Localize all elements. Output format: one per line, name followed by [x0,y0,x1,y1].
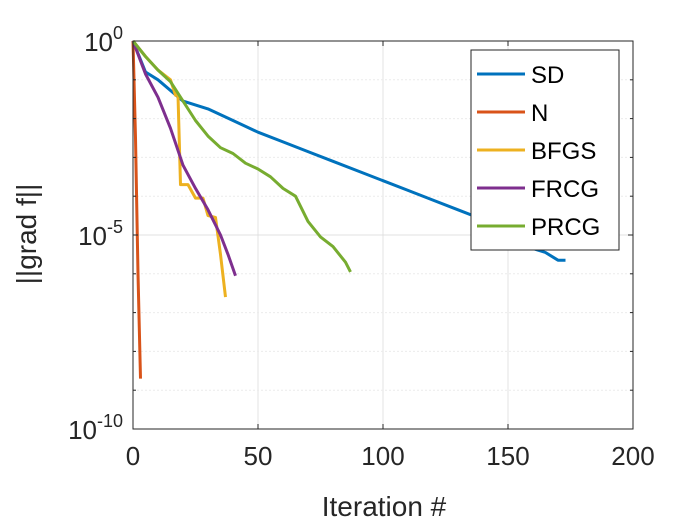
x-tick-label: 50 [244,441,273,471]
series-line-prcg [131,40,352,273]
x-tick-label: 0 [126,441,140,471]
y-tick-label: 10-5 [78,217,123,251]
x-tick-label: 200 [611,441,654,471]
legend-label-n: N [531,100,548,127]
y-tick-label: 100 [84,23,123,57]
y-tick-label: 10-10 [68,411,123,445]
tick-labels: 0 50 100 150 200 100 10-5 10-10 [68,23,655,471]
x-tick-label: 150 [486,441,529,471]
series-layer [131,40,566,379]
legend-label-sd: SD [531,62,564,89]
y-axis-label: ||grad f|| [11,184,42,285]
series-line-n [131,40,142,379]
legend-label-prcg: PRCG [531,214,600,241]
x-axis-label: Iteration # [322,491,447,522]
legend-label-bfgs: BFGS [531,138,596,165]
x-tick-label: 100 [361,441,404,471]
legend-label-frcg: FRCG [531,176,599,203]
legend: SD N BFGS FRCG PRCG [470,49,620,251]
axes [132,40,634,430]
series-line-frcg [131,40,237,277]
